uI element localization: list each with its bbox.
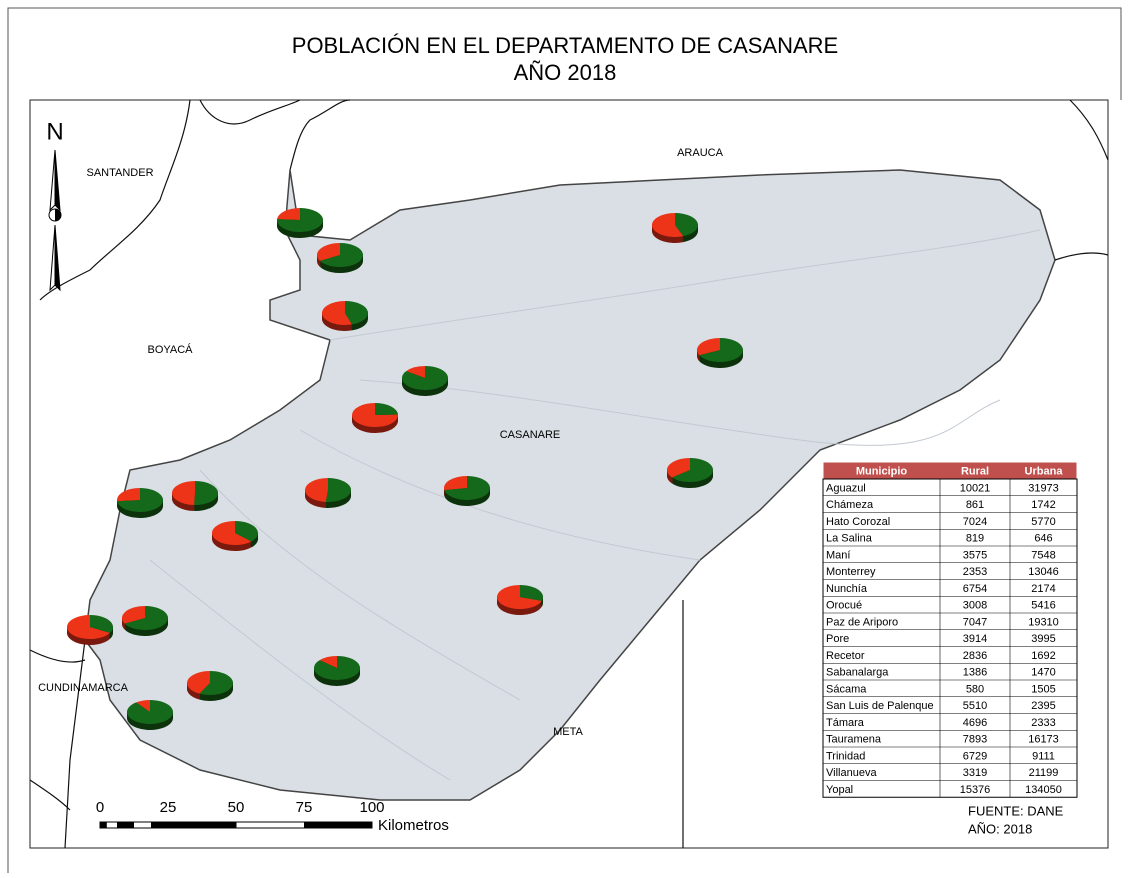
table-cell: 7047 — [963, 616, 987, 628]
table-cell: 2836 — [963, 650, 987, 662]
table-header: Urbana — [1025, 465, 1064, 477]
table-cell: 3914 — [963, 633, 987, 645]
table-cell: 2174 — [1031, 583, 1055, 595]
source: FUENTE: DANE — [968, 803, 1064, 818]
table-cell: 5416 — [1031, 600, 1055, 612]
table-cell: 861 — [966, 499, 984, 511]
table-cell: Trinidad — [826, 750, 865, 762]
table-cell: 6754 — [963, 583, 987, 595]
scale-unit: Kilometros — [378, 817, 449, 834]
region-label: SANTANDER — [86, 167, 153, 179]
region-label: CUNDINAMARCA — [38, 682, 129, 694]
scale-label: 100 — [359, 799, 384, 816]
table-cell: 4696 — [963, 717, 987, 729]
scale-label: 50 — [228, 799, 245, 816]
table-cell: Támara — [826, 717, 865, 729]
table-cell: 15376 — [960, 784, 991, 796]
scale-label: 75 — [296, 799, 313, 816]
table-cell: Tauramena — [826, 734, 882, 746]
table-cell: 1742 — [1031, 499, 1055, 511]
table-cell: 3575 — [963, 549, 987, 561]
table-header: Rural — [961, 465, 989, 477]
table-cell: La Salina — [826, 533, 873, 545]
scale-label: 0 — [96, 799, 104, 816]
table-cell: 7024 — [963, 516, 987, 528]
table-cell: 13046 — [1028, 566, 1059, 578]
table-cell: Monterrey — [826, 566, 876, 578]
source: AÑO: 2018 — [968, 821, 1032, 836]
table-cell: Orocué — [826, 600, 862, 612]
region-label: BOYACÁ — [147, 343, 193, 356]
region-label: META — [553, 726, 583, 738]
table-header: Municipio — [856, 465, 908, 477]
table-cell: Sácama — [826, 683, 867, 695]
table-cell: 1386 — [963, 667, 987, 679]
table-cell: 9111 — [1032, 750, 1055, 762]
title-line-1: POBLACIÓN EN EL DEPARTAMENTO DE CASANARE — [292, 33, 838, 58]
table-cell: 19310 — [1028, 616, 1059, 628]
scale-segment — [304, 822, 372, 828]
table-cell: 1470 — [1031, 667, 1055, 679]
table-cell: 646 — [1034, 533, 1052, 545]
scale-subsegment — [117, 822, 134, 828]
table-cell: 5510 — [963, 700, 987, 712]
scale-subsegment — [151, 822, 168, 828]
table-cell: 1692 — [1031, 650, 1055, 662]
table-cell: Villanueva — [826, 767, 877, 779]
table-cell: 16173 — [1028, 734, 1059, 746]
data-table: Municipio Rural Urbana Aguazul 10021 31973 Chá… — [823, 462, 1077, 797]
table-cell: 31973 — [1028, 482, 1059, 494]
table-cell: 1505 — [1031, 683, 1055, 695]
table-cell: Chámeza — [826, 499, 874, 511]
table-cell: 2353 — [963, 566, 987, 578]
table-cell: 2333 — [1031, 717, 1055, 729]
table-cell: 580 — [966, 683, 984, 695]
table-cell: 7893 — [963, 734, 987, 746]
table-cell: 3995 — [1031, 633, 1055, 645]
map-page: POBLACIÓN EN EL DEPARTAMENTO DE CASANARE… — [0, 0, 1129, 873]
table-cell: 134050 — [1025, 784, 1062, 796]
table-cell: San Luis de Palenque — [826, 700, 934, 712]
table-cell: 7548 — [1031, 549, 1055, 561]
scale-subsegment — [100, 822, 107, 828]
scale-segment — [168, 822, 236, 828]
table-cell: Paz de Ariporo — [826, 616, 898, 628]
table-cell: Sabanalarga — [826, 667, 889, 679]
table-cell: 6729 — [963, 750, 987, 762]
north-label: N — [46, 118, 63, 145]
table-cell: 2395 — [1031, 700, 1055, 712]
table-cell: Aguazul — [826, 482, 866, 494]
table-cell: 21199 — [1029, 767, 1059, 779]
table-cell: Pore — [826, 633, 849, 645]
region-label: CASANARE — [500, 429, 561, 441]
table-cell: 3008 — [963, 600, 987, 612]
table-cell: 3319 — [963, 767, 987, 779]
pie-slice-urban — [127, 700, 173, 724]
table-cell: Recetor — [826, 650, 865, 662]
table-cell: Maní — [826, 549, 850, 561]
table-cell: 10021 — [960, 482, 991, 494]
table-cell: 5770 — [1031, 516, 1055, 528]
region-label: ARAUCA — [677, 147, 724, 159]
scale-label: 25 — [160, 799, 177, 816]
table-cell: 819 — [966, 533, 984, 545]
title-line-2: AÑO 2018 — [514, 60, 617, 85]
table-cell: Yopal — [826, 784, 853, 796]
table-cell: Hato Corozal — [826, 516, 890, 528]
table-cell: Nunchía — [826, 583, 868, 595]
